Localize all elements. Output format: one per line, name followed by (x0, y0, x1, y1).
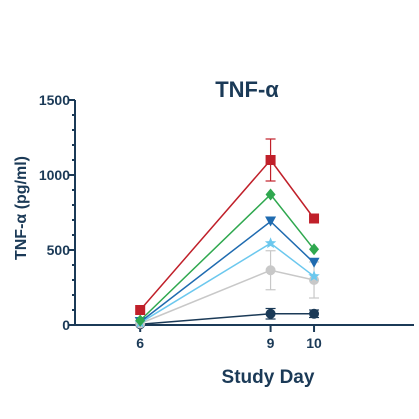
series-layer (134, 138, 320, 330)
y-tick-label: 1500 (39, 92, 70, 108)
x-tick-label: 6 (136, 335, 144, 351)
data-point (308, 270, 320, 282)
series (135, 188, 320, 327)
x-axis-title: Study Day (222, 367, 315, 388)
data-point (309, 243, 320, 256)
axes: 0 500 1000 1500 6 9 10 (39, 92, 414, 351)
y-tick-label: 500 (47, 242, 71, 258)
data-point (309, 213, 320, 224)
y-axis-title: TNF-α (pg/ml) (13, 156, 30, 260)
data-point (308, 257, 320, 268)
x-tick-label: 10 (306, 335, 322, 351)
data-point (264, 237, 277, 249)
data-point (265, 216, 277, 227)
data-point (309, 308, 320, 319)
series (134, 216, 320, 327)
data-point (265, 155, 276, 165)
series-line (139, 269, 315, 325)
data-point (265, 265, 276, 276)
y-tick-label: 0 (62, 317, 70, 333)
data-point (135, 305, 146, 315)
y-tick-label: 1000 (39, 167, 70, 183)
data-point (265, 308, 276, 319)
data-point (135, 314, 146, 327)
series (135, 307, 320, 330)
series (135, 138, 320, 315)
x-tick-label: 9 (267, 335, 275, 351)
series-line (140, 313, 314, 326)
chart-title: TNF-α (215, 77, 279, 102)
data-point (265, 188, 276, 201)
